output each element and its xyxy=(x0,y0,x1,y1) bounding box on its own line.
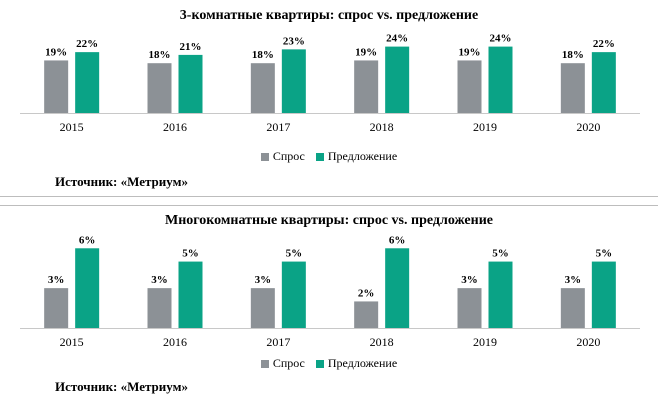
bar-supply xyxy=(385,248,410,328)
legend-item-supply: Предложение xyxy=(315,149,398,164)
legend-swatch-supply xyxy=(315,359,324,368)
data-label-demand: 18% xyxy=(252,49,274,61)
data-label-supply: 6% xyxy=(389,234,406,246)
legend-label-demand: Спрос xyxy=(272,356,305,370)
bar-demand xyxy=(354,60,379,113)
x-tick-label: 2015 xyxy=(60,335,84,349)
bar-supply xyxy=(591,261,616,328)
x-tick-label: 2019 xyxy=(473,120,497,134)
data-label-demand: 3% xyxy=(48,274,65,286)
chart-panel-3-room: 3-комнатные квартиры: спрос vs. предложе… xyxy=(0,0,658,196)
bar-supply xyxy=(178,54,203,113)
divider xyxy=(0,196,658,197)
data-label-supply: 22% xyxy=(76,38,98,50)
bar-supply xyxy=(281,261,306,328)
data-label-supply: 24% xyxy=(386,33,408,45)
bar-demand xyxy=(250,63,275,113)
bar-supply xyxy=(75,248,100,328)
data-label-supply: 6% xyxy=(79,234,96,246)
data-label-demand: 19% xyxy=(45,46,67,58)
data-label-supply: 5% xyxy=(182,248,199,260)
x-tick-label: 2018 xyxy=(370,335,394,349)
legend-swatch-supply xyxy=(315,152,324,161)
data-label-demand: 18% xyxy=(562,49,584,61)
legend: Спрос Предложение xyxy=(0,149,658,165)
bar-supply xyxy=(488,46,513,113)
data-label-demand: 3% xyxy=(565,274,582,286)
data-label-supply: 23% xyxy=(283,35,305,47)
legend-item-supply: Предложение xyxy=(315,356,398,371)
data-label-demand: 2% xyxy=(358,287,375,299)
x-tick-label: 2017 xyxy=(266,335,290,349)
bar-demand xyxy=(147,63,172,113)
bar-supply xyxy=(75,52,100,113)
x-tick-label: 2017 xyxy=(266,120,290,134)
data-label-supply: 5% xyxy=(492,248,509,260)
x-tick-label: 2020 xyxy=(576,335,600,349)
bar-demand xyxy=(250,288,275,328)
source-note: Источник: «Метриум» xyxy=(55,174,188,189)
bar-supply xyxy=(281,49,306,113)
legend-swatch-demand xyxy=(260,152,269,161)
data-label-supply: 5% xyxy=(596,248,613,260)
bar-chart-multi-room: 3% 6% 2015 3% 5% 2016 3% 5% 2017 2% 6% 2018 3% 5% 2019… xyxy=(20,234,640,349)
bar-demand xyxy=(457,288,482,328)
data-label-supply: 5% xyxy=(286,248,303,260)
data-label-demand: 3% xyxy=(461,274,478,286)
data-label-demand: 19% xyxy=(459,46,481,58)
x-tick-label: 2020 xyxy=(576,120,600,134)
bar-demand xyxy=(457,60,482,113)
x-tick-label: 2018 xyxy=(370,120,394,134)
bar-demand xyxy=(560,63,585,113)
bar-supply xyxy=(178,261,203,328)
legend-item-demand: Спрос xyxy=(260,149,305,164)
data-label-demand: 18% xyxy=(149,49,171,61)
bar-supply xyxy=(488,261,513,328)
legend-label-demand: Спрос xyxy=(272,149,305,163)
legend: Спрос Предложение xyxy=(0,356,658,372)
chart-title: 3-комнатные квартиры: спрос vs. предложе… xyxy=(179,8,479,23)
bar-demand xyxy=(44,60,69,113)
x-tick-label: 2016 xyxy=(163,120,187,134)
bar-chart-3-room: 19% 22% 2015 18% 21% 2016 18% 23% 2017 19% 24% 2018… xyxy=(20,33,640,134)
bar-demand xyxy=(560,288,585,328)
data-label-demand: 3% xyxy=(151,274,168,286)
bar-demand xyxy=(147,288,172,328)
bar-demand xyxy=(44,288,69,328)
data-label-supply: 24% xyxy=(490,33,512,45)
legend-item-demand: Спрос xyxy=(260,356,305,371)
legend-label-supply: Предложение xyxy=(327,356,398,370)
data-label-demand: 3% xyxy=(255,274,272,286)
chart-panel-multi-room: Многокомнатные квартиры: спрос vs. предл… xyxy=(0,205,658,407)
legend-swatch-demand xyxy=(260,359,269,368)
x-tick-label: 2015 xyxy=(60,120,84,134)
divider xyxy=(0,205,658,206)
data-label-supply: 21% xyxy=(180,41,202,53)
source-note: Источник: «Метриум» xyxy=(55,379,188,394)
data-label-supply: 22% xyxy=(593,38,615,50)
bar-demand xyxy=(354,301,379,328)
data-label-demand: 19% xyxy=(355,46,377,58)
bar-supply xyxy=(591,52,616,113)
chart-title: Многокомнатные квартиры: спрос vs. предл… xyxy=(164,213,493,228)
bar-supply xyxy=(385,46,410,113)
legend-label-supply: Предложение xyxy=(327,149,398,163)
x-tick-label: 2019 xyxy=(473,335,497,349)
x-tick-label: 2016 xyxy=(163,335,187,349)
